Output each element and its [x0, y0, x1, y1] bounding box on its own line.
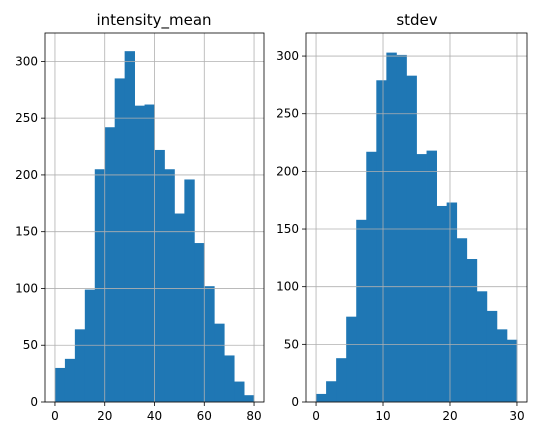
histogram-bar: [194, 243, 205, 402]
histogram-intensity-mean: intensity_mean 0 20 40 60 80 0 50 100 150 200 250 3…: [15, 11, 265, 423]
x-tick-label: 20: [97, 409, 112, 423]
histogram-bar: [416, 154, 427, 402]
histogram-bar: [64, 358, 76, 402]
y-tick-label: 250: [276, 107, 299, 121]
histogram-bar: [396, 54, 407, 403]
histogram-bar: [506, 339, 518, 402]
y-tick-label: 200: [15, 168, 38, 182]
histogram-bar: [224, 355, 235, 402]
x-tick-label: 80: [246, 409, 261, 423]
histogram-bar: [134, 105, 145, 402]
y-tick-label: 100: [276, 280, 299, 294]
histogram-bar: [366, 151, 377, 402]
histogram-bar: [154, 149, 165, 402]
histogram-bar: [456, 238, 468, 402]
histogram-bar: [496, 329, 508, 402]
histogram-bar: [486, 310, 498, 402]
histogram-bar: [94, 169, 106, 402]
y-tick-label: 250: [15, 111, 38, 125]
chart-title: stdev: [396, 11, 437, 29]
x-tick-label: 30: [509, 409, 524, 423]
histogram-bar: [376, 80, 387, 402]
x-tick-label: 0: [312, 409, 320, 423]
histogram-bar: [214, 323, 225, 402]
histogram-bar: [114, 78, 126, 403]
histogram-bar: [436, 205, 448, 402]
x-tick-label: 60: [197, 409, 212, 423]
histogram-bar: [386, 52, 397, 403]
y-tick-label: 0: [30, 395, 38, 409]
x-tick-label: 0: [51, 409, 59, 423]
y-tick-label: 100: [15, 281, 38, 295]
chart-title: intensity_mean: [96, 11, 211, 30]
y-tick-label: 0: [291, 395, 299, 409]
histogram-bar: [244, 395, 255, 402]
histogram-bar: [124, 51, 135, 403]
y-tick-label: 300: [15, 54, 38, 68]
axes-frame: [305, 32, 528, 403]
x-tick-label: 40: [147, 409, 162, 423]
histogram-bar: [164, 169, 175, 402]
histogram-bar: [54, 367, 66, 402]
histogram-bar: [406, 75, 417, 403]
histogram-bar: [326, 381, 337, 402]
histogram-bar: [84, 289, 96, 402]
histogram-bar: [356, 219, 367, 402]
histogram-bar: [74, 329, 86, 402]
histogram-bar: [346, 316, 357, 402]
histogram-bar: [446, 202, 458, 402]
y-tick-label: 150: [276, 222, 299, 236]
x-tick-label: 20: [442, 409, 457, 423]
y-tick-label: 50: [284, 337, 299, 351]
y-tick-label: 300: [276, 49, 299, 63]
histogram-bar: [466, 259, 478, 402]
histogram-bar: [234, 381, 245, 402]
y-tick-label: 200: [276, 164, 299, 178]
histogram-bar: [426, 150, 437, 402]
histogram-bar: [174, 213, 185, 402]
histogram-bar: [144, 104, 155, 402]
histogram-bar: [316, 393, 327, 402]
histogram-bar: [184, 179, 195, 402]
x-tick-label: 10: [375, 409, 390, 423]
histogram-bar: [104, 127, 116, 402]
y-tick-label: 50: [23, 338, 38, 352]
y-tick-label: 150: [15, 225, 38, 239]
histogram-bar: [204, 286, 215, 402]
histogram-bar: [336, 358, 347, 402]
histogram-bar: [476, 291, 488, 402]
